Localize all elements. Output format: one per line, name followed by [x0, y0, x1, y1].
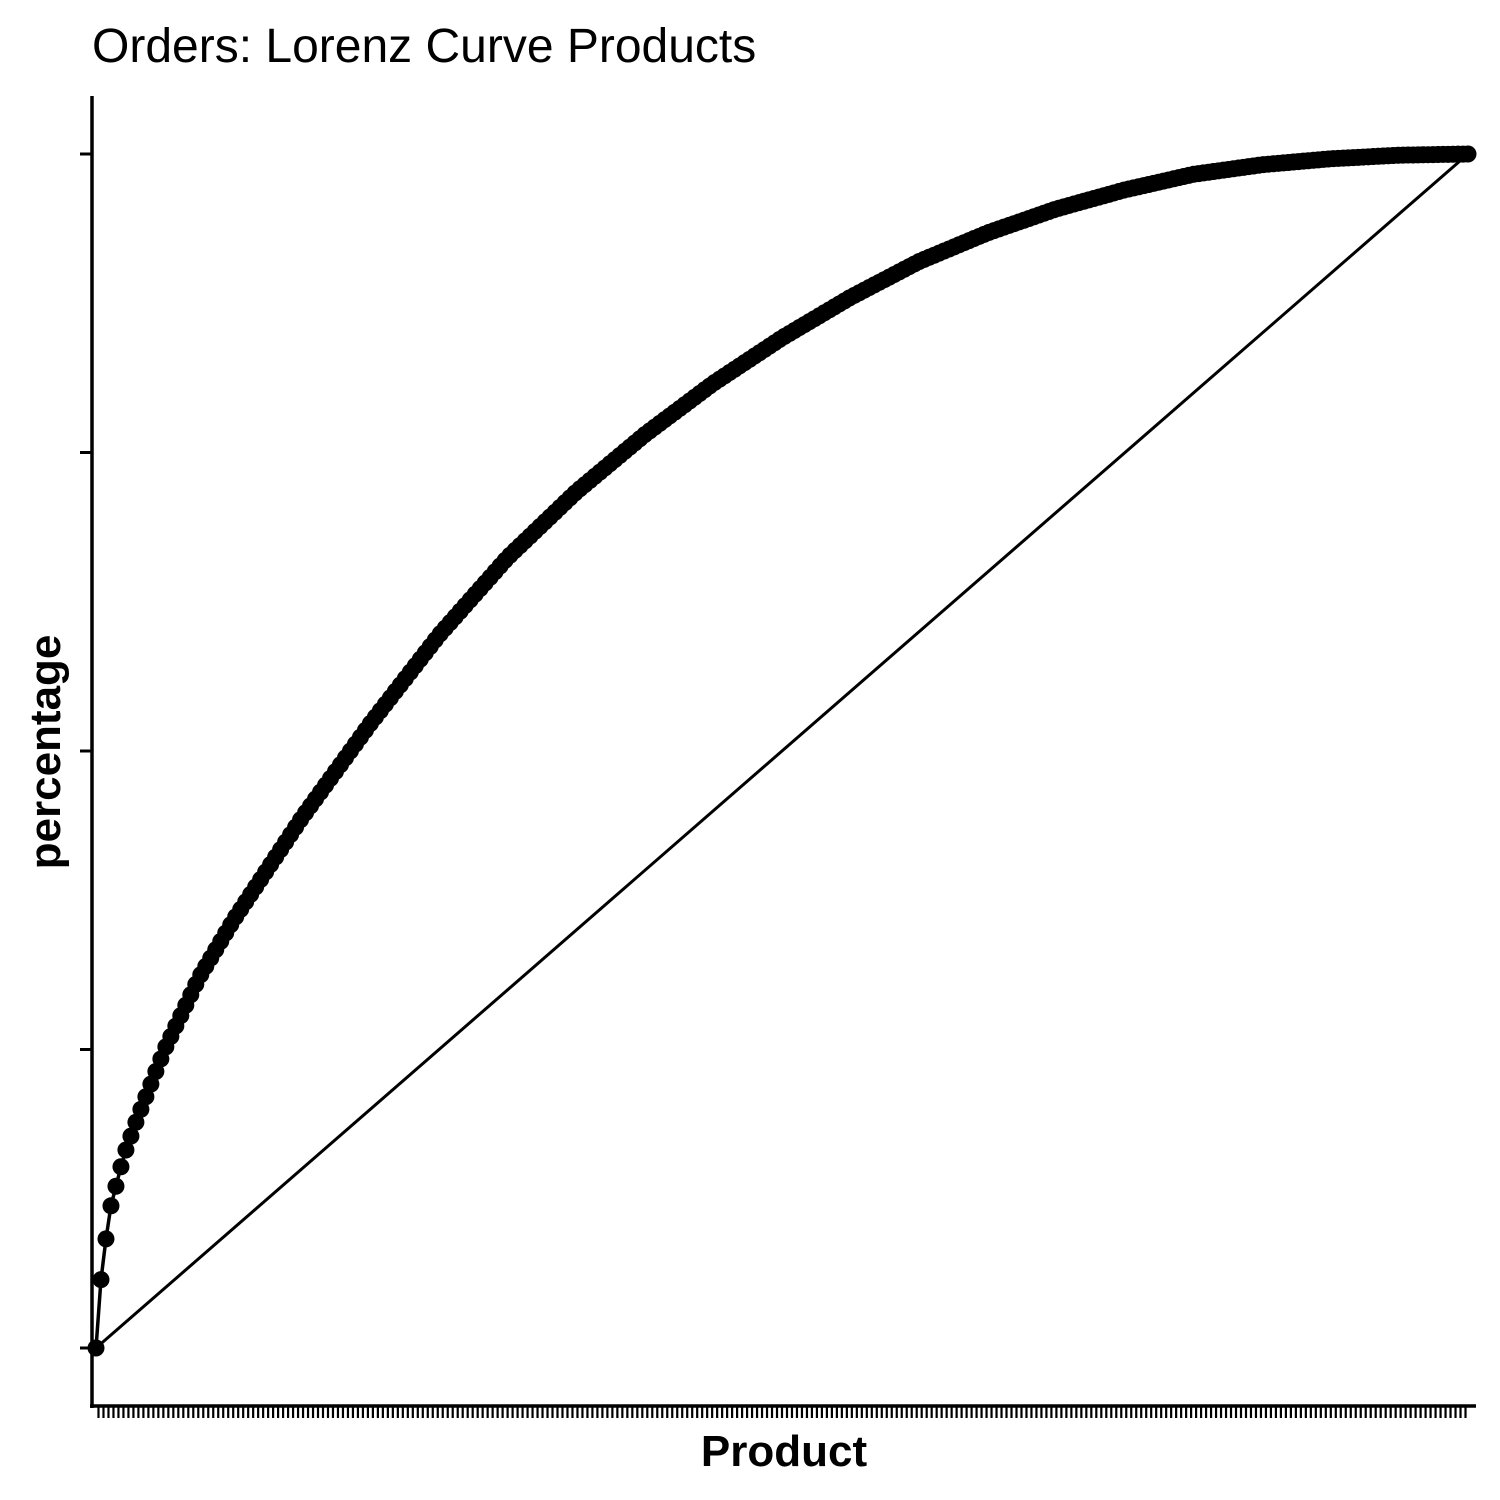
equality-line	[95, 152, 1469, 1350]
x-axis-label: Product	[701, 1427, 868, 1476]
y-axis-ticks	[80, 152, 92, 1350]
lorenz-point	[112, 1158, 130, 1176]
chart-title: Orders: Lorenz Curve Products	[92, 20, 756, 73]
lorenz-point	[107, 1177, 125, 1195]
lorenz-point	[102, 1197, 120, 1215]
plot-area	[87, 145, 1477, 1357]
lorenz-point	[1459, 145, 1477, 163]
lorenz-point	[117, 1141, 135, 1159]
x-axis-ticks	[97, 1407, 1467, 1418]
lorenz-point	[92, 1271, 110, 1289]
y-axis-label: percentage	[21, 635, 70, 870]
lorenz-point	[97, 1230, 115, 1248]
lorenz-point	[122, 1127, 140, 1145]
lorenz-point	[127, 1113, 145, 1131]
